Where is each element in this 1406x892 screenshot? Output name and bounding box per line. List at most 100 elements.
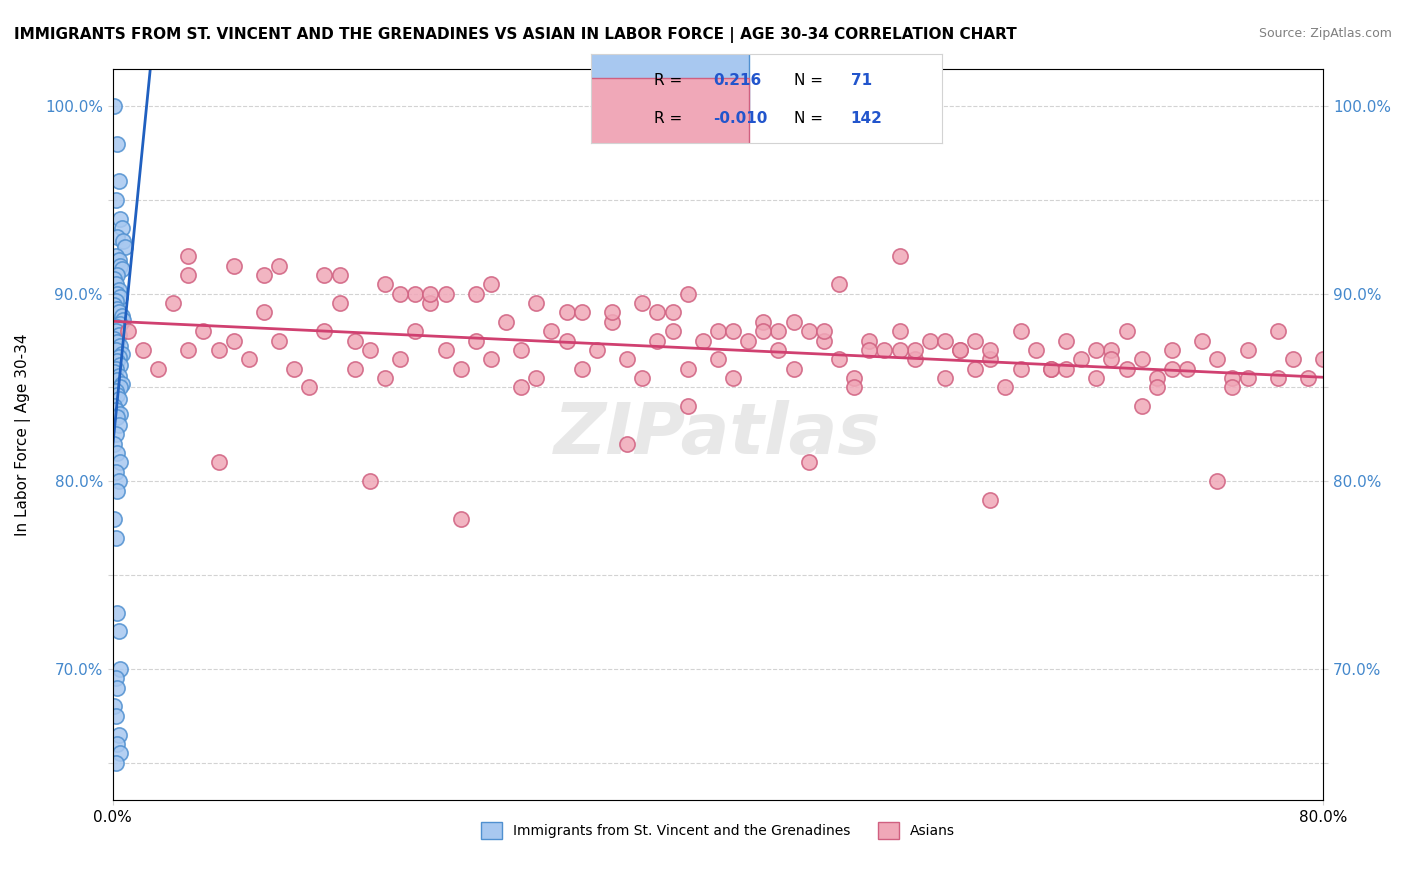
Point [540,324,562,338]
Point [1161,361,1184,376]
Point [813,334,835,348]
Point [813,324,835,338]
Point [105,373,128,387]
Point [162,296,184,310]
FancyBboxPatch shape [496,78,748,161]
Point [105,681,128,695]
Point [571,361,593,376]
Point [107,351,129,365]
Point [103,436,125,450]
Point [105,230,128,244]
Point [104,756,127,770]
Point [107,283,129,297]
Point [1115,324,1137,338]
Point [105,136,128,151]
Point [555,305,578,319]
Point [889,324,911,338]
Point [1025,343,1047,357]
Point [343,361,366,376]
Point [111,221,134,235]
Point [949,343,972,357]
Point [107,624,129,639]
Point [1222,371,1244,385]
Point [177,343,200,357]
Point [107,369,129,384]
Point [858,334,880,348]
Point [103,699,125,714]
Point [661,305,683,319]
Point [103,271,125,285]
Point [105,335,128,350]
Point [329,268,352,282]
Point [222,259,245,273]
Text: 71: 71 [851,73,872,87]
Point [768,343,790,357]
Point [524,371,547,385]
Point [108,339,131,353]
Point [873,343,896,357]
Point [107,475,129,489]
Point [1070,352,1092,367]
Point [104,384,127,399]
Point [889,343,911,357]
Text: 142: 142 [851,112,883,126]
Point [797,455,820,469]
Point [108,407,131,421]
Point [858,343,880,357]
Point [105,286,128,301]
Point [103,99,125,113]
Point [1115,361,1137,376]
Point [1206,352,1229,367]
Point [676,286,699,301]
Point [104,427,127,442]
Point [1099,343,1122,357]
Point [934,334,956,348]
Point [108,662,131,676]
Point [359,475,381,489]
Point [1267,371,1289,385]
Point [404,286,426,301]
Point [1146,380,1168,394]
Point [108,358,131,372]
Text: 0.216: 0.216 [713,73,762,87]
Point [721,324,744,338]
Point [949,343,972,357]
Point [374,277,396,292]
Point [104,708,127,723]
Point [146,361,169,376]
Point [104,294,127,309]
Point [1388,521,1406,535]
Point [707,352,730,367]
Point [1054,334,1077,348]
Point [108,746,131,760]
FancyBboxPatch shape [496,37,748,120]
Point [104,249,127,263]
Text: R =: R = [654,112,682,126]
Point [419,286,441,301]
Point [1206,475,1229,489]
Point [104,277,127,292]
Point [828,352,851,367]
Point [104,671,127,685]
Point [108,211,131,226]
Point [389,352,412,367]
Point [112,234,135,248]
Point [298,380,321,394]
Point [104,193,127,207]
Point [616,436,638,450]
Point [105,737,128,751]
Point [965,361,987,376]
Point [752,324,775,338]
Point [177,249,200,263]
Point [464,334,486,348]
Point [479,277,502,292]
Point [238,352,260,367]
Point [1191,334,1213,348]
Point [114,240,136,254]
Point [103,298,125,312]
Point [721,371,744,385]
Point [104,361,127,376]
Point [111,262,134,277]
Point [1175,361,1198,376]
Point [103,399,125,413]
